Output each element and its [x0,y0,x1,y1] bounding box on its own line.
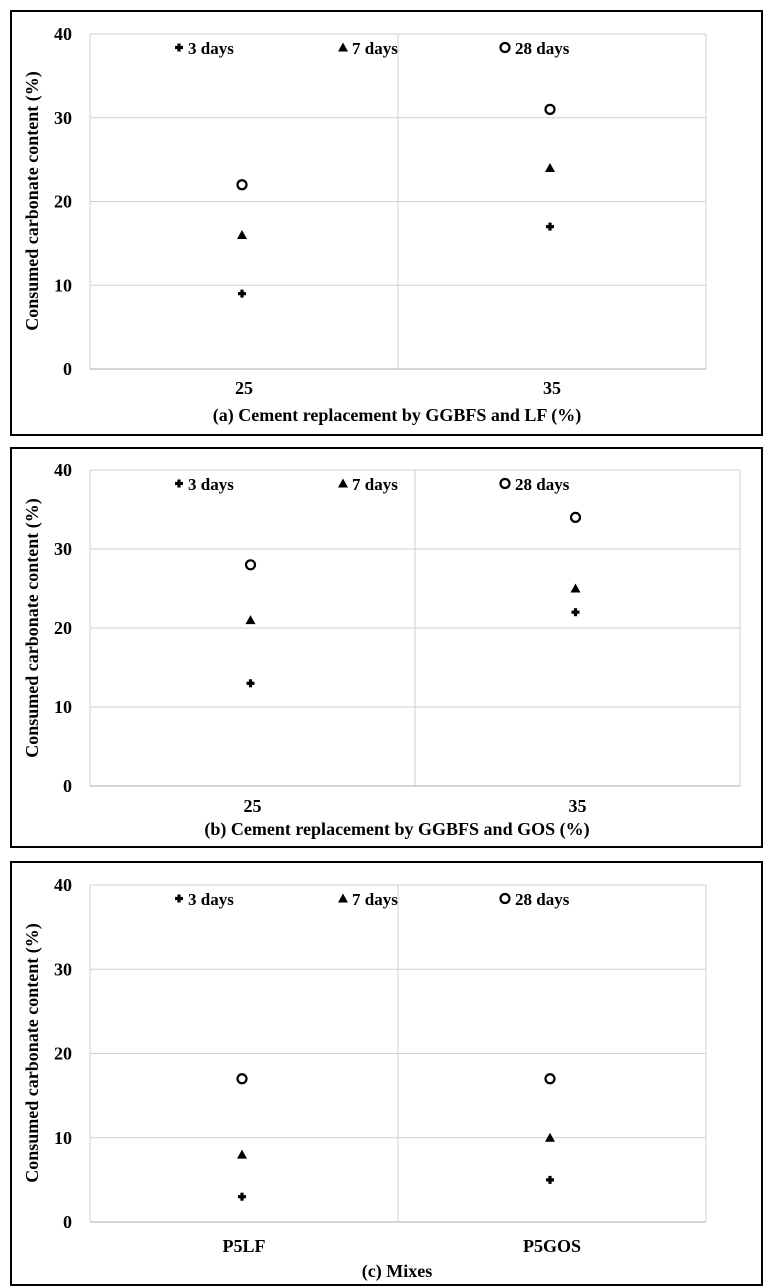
y-tick-label: 40 [54,460,72,480]
data-point-7-days [545,1132,555,1142]
data-point-3-days-v [548,222,552,231]
data-point-3-days-v [248,679,253,688]
chart-panel-a: 0 10 20 30 40 25 35 (a) Cement replacement by G… [10,10,763,436]
y-tick-label: 40 [54,24,72,44]
data-point-28-days [236,179,248,191]
legend-marker-3-days [175,894,183,903]
y-tick-label: 20 [54,192,72,212]
y-tick-label: 30 [54,539,72,559]
data-point-3-days-v [573,608,578,617]
y-tick-label: 20 [54,1044,72,1064]
y-tick-label: 0 [63,776,72,796]
legend-marker-3-days [175,479,183,488]
data-point-3-days-v [548,1175,552,1184]
y-tick-label: 40 [54,875,72,895]
data-point-28-days [236,1073,248,1085]
legend-label-3-days: 3 days [188,890,234,909]
legend-label-28-days: 28 days [515,39,570,58]
y-tick-label: 30 [54,959,72,979]
legend-marker-7-days [338,478,348,488]
x-tick-label: 35 [543,378,561,398]
x-axis-title: (b) Cement replacement by GGBFS and GOS … [204,819,589,840]
legend-label-7-days: 7 days [352,475,398,494]
data-point-7-days [237,1149,247,1159]
data-point-7-days [245,615,256,625]
legend-label-28-days: 28 days [515,475,570,494]
data-point-3-days [571,608,580,617]
chart-svg-1: 0 10 20 30 40 25 35 (b) Cement replacement by G… [22,460,741,840]
y-tick-label: 10 [54,697,72,717]
x-tick-label: P5LF [223,1236,266,1256]
legend-marker-3-days-v [177,894,181,903]
x-tick-label: 35 [569,796,587,816]
data-point-3-days [238,1192,246,1201]
y-axis-title: Consumed carbonate content (%) [22,498,43,757]
y-axis-title: Consumed carbonate content (%) [22,71,43,330]
data-point-7-days [570,583,581,593]
y-tick-label: 10 [54,1128,72,1148]
legend-marker-3-days-v [177,43,181,52]
legend-marker-28-days [499,41,511,54]
legend-label-28-days: 28 days [515,890,570,909]
x-axis-title: (c) Mixes [362,1261,432,1282]
x-tick-label: P5GOS [523,1236,581,1256]
legend-marker-3-days-v [177,479,181,488]
y-tick-label: 10 [54,275,72,295]
data-point-3-days [546,1175,554,1184]
data-point-7-days [545,163,555,172]
chart-panel-c: 0 10 20 30 40 P5LF P5GOS (c) Mixes Consumed carb… [10,861,763,1286]
data-point-28-days [544,103,556,115]
data-point-28-days [244,559,257,571]
x-axis-title: (a) Cement replacement by GGBFS and LF (… [213,405,581,426]
legend-label-7-days: 7 days [352,890,398,909]
y-axis-title: Consumed carbonate content (%) [22,923,43,1182]
legend-marker-7-days [338,893,348,903]
data-point-3-days [238,289,246,298]
x-tick-label: 25 [244,796,262,816]
legend-label-7-days: 7 days [352,39,398,58]
chart-svg-0: 0 10 20 30 40 25 35 (a) Cement replacement by G… [22,24,707,426]
data-point-7-days [237,230,247,239]
legend-label-3-days: 3 days [188,475,234,494]
legend-marker-3-days [175,43,183,52]
y-tick-label: 0 [63,359,72,379]
data-point-28-days [544,1073,556,1085]
data-point-3-days [246,679,255,688]
x-tick-label: 25 [235,378,253,398]
data-point-3-days-v [240,1192,244,1201]
data-point-28-days [569,511,582,524]
y-tick-label: 0 [63,1212,72,1232]
data-point-3-days-v [240,289,244,298]
legend-label-3-days: 3 days [188,39,234,58]
y-tick-label: 20 [54,618,72,638]
data-point-3-days [546,222,554,231]
chart-panel-b: 0 10 20 30 40 25 35 (b) Cement replacement by G… [10,447,763,848]
y-tick-label: 30 [54,108,72,128]
chart-svg-2: 0 10 20 30 40 P5LF P5GOS (c) Mixes Consumed carb… [22,875,707,1282]
legend-marker-28-days [499,892,511,905]
legend-marker-28-days [499,477,511,490]
legend-marker-7-days [338,42,348,52]
